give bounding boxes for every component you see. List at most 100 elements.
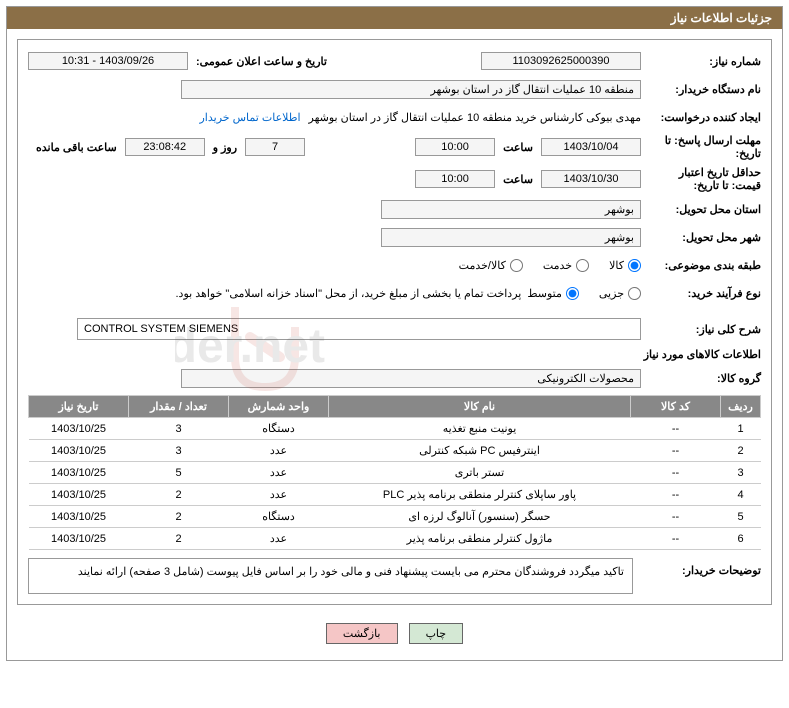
table-cell: حسگر (سنسور) آنالوگ لرزه ای [329,506,631,528]
table-cell: عدد [229,440,329,462]
radio-medium[interactable]: متوسط [527,287,579,300]
main-panel: جزئیات اطلاعات نیاز AriaTender.net شماره… [6,6,783,661]
table-cell: عدد [229,462,329,484]
col-qty: تعداد / مقدار [129,396,229,418]
radio-minor[interactable]: جزیی [599,287,641,300]
table-cell: عدد [229,484,329,506]
col-name: نام کالا [329,396,631,418]
goods-table: ردیف کد کالا نام کالا واحد شمارش تعداد /… [28,395,761,550]
radio-medium-input[interactable] [566,287,579,300]
col-code: کد کالا [631,396,721,418]
requester-label: ایجاد کننده درخواست: [641,111,761,124]
radio-minor-input[interactable] [628,287,641,300]
table-cell: 1403/10/25 [29,528,129,550]
buyer-notes-label: توضیحات خریدار: [641,558,761,577]
remaining-label: ساعت باقی مانده [36,141,117,154]
buyer-org-label: نام دستگاه خریدار: [641,83,761,96]
table-cell: 6 [721,528,761,550]
price-time-value: 10:00 [415,170,495,188]
table-cell: ماژول کنترلر منطقی برنامه پذیر [329,528,631,550]
table-cell: -- [631,484,721,506]
radio-goods-service-input[interactable] [510,259,523,272]
hour-label-1: ساعت [503,141,533,154]
announce-date-value: 1403/09/26 - 10:31 [28,52,188,70]
need-no-value: 1103092625000390 [481,52,641,70]
print-button[interactable]: چاپ [409,623,464,644]
radio-goods-service[interactable]: کالا/خدمت [459,259,523,272]
table-cell: -- [631,462,721,484]
city-label: شهر محل تحویل: [641,231,761,244]
col-index: ردیف [721,396,761,418]
table-cell: 2 [129,506,229,528]
price-validity-label: حداقل تاریخ اعتبار قیمت: تا تاریخ: [641,166,761,192]
treasury-note: پرداخت تمام یا بخشی از مبلغ خرید، از محل… [176,287,522,300]
announce-date-label: تاریخ و ساعت اعلان عمومی: [196,55,327,68]
category-label: طبقه بندی موضوعی: [641,259,761,272]
answer-deadline-label: مهلت ارسال پاسخ: تا تاریخ: [641,134,761,160]
table-row: 5--حسگر (سنسور) آنالوگ لرزه ایدستگاه2140… [29,506,761,528]
radio-service[interactable]: خدمت [543,259,589,272]
buyer-notes-value: تاکید میگردد فروشندگان محترم می بایست پی… [28,558,633,594]
category-radios: کالا خدمت کالا/خدمت [459,259,641,272]
need-no-label: شماره نیاز: [641,55,761,68]
table-cell: اینترفیس PC شبکه کنترلی [329,440,631,462]
city-value: بوشهر [381,228,641,247]
content-area: شماره نیاز: 1103092625000390 تاریخ و ساع… [7,29,782,660]
table-cell: 2 [129,484,229,506]
process-type-radios: جزیی متوسط [527,287,641,300]
details-box: شماره نیاز: 1103092625000390 تاریخ و ساع… [17,39,772,605]
goods-info-title: اطلاعات کالاهای مورد نیاز [28,348,761,361]
table-cell: عدد [229,528,329,550]
table-cell: -- [631,528,721,550]
table-cell: 3 [129,440,229,462]
table-cell: -- [631,418,721,440]
table-cell: 1403/10/25 [29,506,129,528]
table-cell: دستگاه [229,506,329,528]
requester-value: مهدی بیوکی کارشناس خرید منطقه 10 عملیات … [309,111,641,124]
table-row: 3--تستر باتریعدد51403/10/25 [29,462,761,484]
province-label: استان محل تحویل: [641,203,761,216]
days-and-label: روز و [213,141,237,154]
process-type-label: نوع فرآیند خرید: [641,287,761,300]
table-cell: دستگاه [229,418,329,440]
table-cell: 2 [721,440,761,462]
table-cell: 4 [721,484,761,506]
table-row: 4--پاور ساپلای کنترلر منطقی برنامه پذیر … [29,484,761,506]
table-cell: 1403/10/25 [29,418,129,440]
table-cell: 1403/10/25 [29,462,129,484]
goods-group-label: گروه کالا: [641,372,761,385]
button-row: چاپ بازگشت [17,613,772,650]
desc-label: شرح کلی نیاز: [641,323,761,336]
table-cell: پاور ساپلای کنترلر منطقی برنامه پذیر PLC [329,484,631,506]
col-date: تاریخ نیاز [29,396,129,418]
table-header-row: ردیف کد کالا نام کالا واحد شمارش تعداد /… [29,396,761,418]
radio-service-input[interactable] [576,259,589,272]
hour-label-2: ساعت [503,173,533,186]
table-cell: 1 [721,418,761,440]
countdown-value: 23:08:42 [125,138,205,156]
table-cell: 5 [721,506,761,528]
table-cell: -- [631,440,721,462]
radio-goods-input[interactable] [628,259,641,272]
table-cell: 5 [129,462,229,484]
table-row: 6--ماژول کنترلر منطقی برنامه پذیرعدد2140… [29,528,761,550]
answer-date-value: 1403/10/04 [541,138,641,156]
table-cell: تستر باتری [329,462,631,484]
table-cell: 3 [129,418,229,440]
answer-time-value: 10:00 [415,138,495,156]
radio-goods[interactable]: کالا [609,259,641,272]
days-left-value: 7 [245,138,305,156]
table-cell: 1403/10/25 [29,440,129,462]
table-cell: -- [631,506,721,528]
table-row: 2--اینترفیس PC شبکه کنترلیعدد31403/10/25 [29,440,761,462]
back-button[interactable]: بازگشت [326,623,398,644]
goods-group-value: محصولات الکترونیکی [181,369,641,388]
province-value: بوشهر [381,200,641,219]
panel-header: جزئیات اطلاعات نیاز [7,7,782,29]
buyer-org-value: منطقه 10 عملیات انتقال گاز در استان بوشه… [181,80,641,99]
table-cell: یونیت منبع تغذیه [329,418,631,440]
buyer-contact-link[interactable]: اطلاعات تماس خریدار [199,111,300,124]
table-cell: 2 [129,528,229,550]
table-cell: 1403/10/25 [29,484,129,506]
table-row: 1--یونیت منبع تغذیهدستگاه31403/10/25 [29,418,761,440]
